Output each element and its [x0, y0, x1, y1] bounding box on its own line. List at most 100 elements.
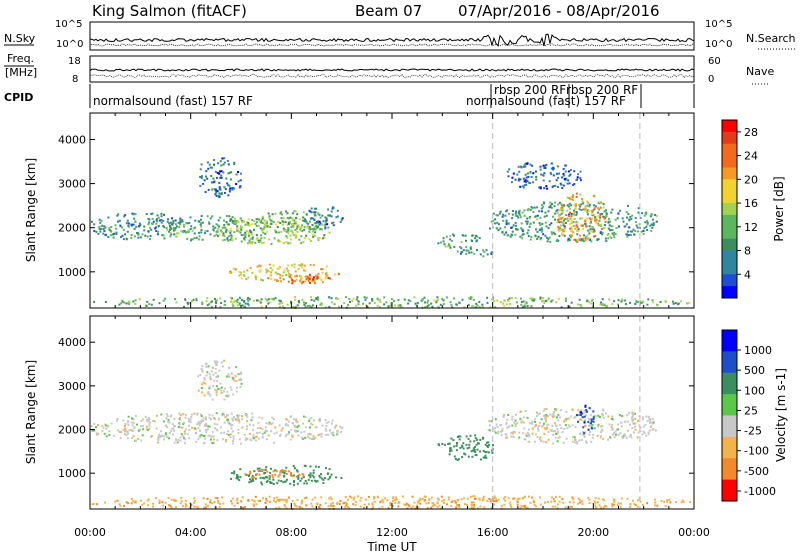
velocity-cell	[561, 498, 564, 500]
velocity-cell	[182, 423, 185, 425]
velocity-cell	[634, 504, 637, 506]
velocity-cell	[492, 427, 495, 430]
velocity-cell	[248, 432, 251, 435]
velocity-cell	[520, 504, 523, 507]
velocity-cell	[133, 426, 136, 429]
power-cell	[128, 300, 131, 303]
power-cell	[226, 159, 229, 162]
power-cell	[510, 181, 513, 184]
power-cell	[603, 224, 606, 226]
power-cell	[186, 231, 189, 234]
velocity-cell	[200, 415, 203, 417]
power-cell	[146, 235, 149, 238]
velocity-cell	[142, 428, 145, 431]
power-cell	[261, 217, 264, 220]
velocity-cell	[302, 415, 305, 418]
power-cell	[251, 240, 254, 243]
velocity-cell	[528, 435, 531, 438]
power-cell	[232, 220, 234, 223]
velocity-region-2	[230, 464, 343, 487]
power-cell	[588, 217, 591, 220]
velocity-cell	[286, 478, 288, 481]
power-cell	[266, 299, 269, 302]
velocity-cell	[218, 387, 221, 390]
velocity-cell	[520, 419, 523, 422]
power-colorbar-block-14	[722, 286, 737, 299]
power-cell	[581, 200, 584, 203]
velocity-cell	[552, 413, 555, 416]
velocity-cell	[202, 381, 205, 384]
velocity-cell	[310, 417, 313, 419]
velocity-cell	[165, 417, 168, 420]
velocity-cell	[127, 502, 130, 505]
power-cell	[223, 219, 226, 222]
power-cell	[169, 226, 172, 229]
power-cell	[248, 234, 251, 237]
velocity-cell	[551, 496, 553, 499]
velocity-cell	[465, 435, 468, 438]
velocity-cell	[281, 498, 284, 501]
velocity-cell	[484, 454, 487, 457]
velocity-cell	[256, 467, 259, 470]
power-cell	[465, 249, 468, 252]
power-cell	[564, 299, 567, 302]
power-cell	[511, 230, 514, 233]
velocity-cell	[225, 439, 227, 441]
power-cell	[174, 228, 177, 231]
power-cell	[588, 232, 591, 235]
velocity-cell	[475, 443, 478, 446]
velocity-cell	[545, 428, 548, 431]
velocity-cell	[216, 380, 219, 383]
power-cell	[248, 229, 251, 232]
power-cell	[174, 219, 177, 222]
velocity-cell	[304, 426, 307, 429]
velocity-cell	[377, 496, 379, 499]
power-cell	[366, 306, 369, 309]
power-cell	[529, 182, 532, 184]
power-cell	[511, 213, 514, 216]
power-cell	[467, 249, 470, 252]
power-cell	[282, 227, 285, 230]
velocity-cell	[594, 497, 597, 500]
power-cell	[318, 276, 321, 279]
power-cell	[287, 217, 290, 220]
power-cell	[599, 230, 602, 233]
power-cell	[251, 223, 254, 226]
power-cell	[233, 161, 236, 164]
velocity-cell	[455, 449, 458, 452]
velocity-cell	[338, 503, 341, 505]
power-cell	[407, 299, 410, 302]
power-colorbar-ticklabel-2: 12	[744, 221, 758, 234]
power-cell	[635, 299, 638, 302]
velocity-cell	[95, 426, 97, 429]
velocity-cell	[115, 419, 118, 422]
power-cell	[634, 303, 637, 305]
velocity-cell	[547, 415, 550, 418]
power-cell	[255, 218, 258, 221]
velocity-cell	[612, 433, 615, 436]
power-cell	[560, 224, 562, 227]
power-cell	[531, 164, 534, 167]
velocity-cell	[209, 499, 212, 502]
velocity-cell	[654, 498, 656, 501]
power-cell	[416, 301, 419, 304]
power-cell	[293, 265, 296, 268]
power-colorbar-block-2	[722, 143, 737, 157]
time-axis-label: Time UT	[366, 540, 417, 554]
velocity-cell	[173, 498, 175, 501]
power-cell	[162, 224, 165, 227]
velocity-cell	[500, 434, 503, 437]
velocity-cell	[610, 426, 613, 429]
velocity-cell	[579, 432, 582, 435]
velocity-cell	[200, 413, 203, 416]
power-cell	[499, 301, 502, 304]
velocity-cell	[326, 472, 329, 475]
power-cell	[223, 157, 226, 160]
velocity-cell	[103, 432, 106, 435]
power-cell	[574, 227, 577, 230]
power-cell	[327, 208, 330, 211]
velocity-cell	[605, 412, 607, 415]
power-cell	[586, 211, 589, 213]
velocity-colorbar-ticklabel-1: 500	[744, 364, 765, 377]
power-cell	[193, 232, 196, 235]
